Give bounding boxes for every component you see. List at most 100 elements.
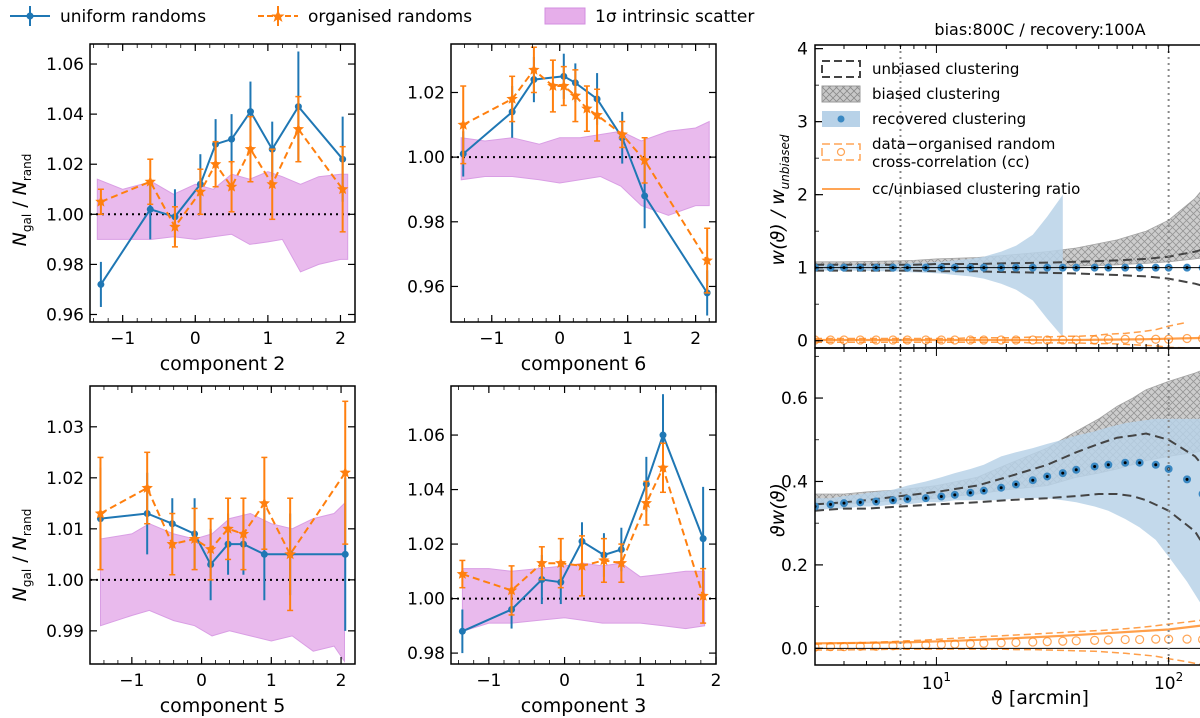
data-point <box>222 522 234 534</box>
data-point <box>640 497 652 509</box>
data-point <box>697 589 709 601</box>
y-tick-label: 0.98 <box>407 644 445 664</box>
legend-unbiased-label: unbiased clustering <box>872 60 1019 78</box>
cc-point <box>921 640 931 650</box>
cc-point <box>1058 335 1068 345</box>
y-tick-label: 1.02 <box>46 155 84 175</box>
legend-item-uniform: uniform randoms <box>10 6 206 27</box>
cc-point <box>1090 335 1100 345</box>
recovered-point-center <box>1093 464 1097 468</box>
cc-ratio-line <box>815 624 1200 645</box>
y-tick-label: 1.00 <box>46 205 84 225</box>
x-axis-label: component 3 <box>521 695 647 717</box>
cc-point <box>1151 634 1161 644</box>
x-tick-label: 2 <box>336 671 347 691</box>
cc-point <box>888 641 898 651</box>
data-point <box>659 431 667 439</box>
data-point <box>237 527 250 539</box>
series-organised <box>94 400 351 612</box>
legend-cc-label-2: cross-correlation (cc) <box>872 153 1030 171</box>
axes-frame <box>450 385 717 665</box>
cc-point <box>1103 635 1113 645</box>
data-point <box>456 568 469 579</box>
cc-point <box>1090 635 1100 645</box>
cc-point <box>1011 335 1021 345</box>
y-tick-label: 1.04 <box>407 481 445 501</box>
data-point <box>641 192 649 200</box>
y-tick-label: 2 <box>797 186 808 206</box>
x-tick-label: 1 <box>266 671 277 691</box>
recovered-point-center <box>939 494 943 498</box>
unbiased-upper <box>815 432 1200 506</box>
scatter-band <box>461 562 706 632</box>
y-tick-label: 1.04 <box>46 105 84 125</box>
series-line <box>461 432 705 633</box>
cc-point <box>815 335 820 345</box>
y-tick-label: 1 <box>797 259 808 279</box>
data-point <box>569 89 582 101</box>
x-axis-label: component 2 <box>160 353 286 375</box>
panel-theta-w: 101 102 0.0 0.2 0.4 0.6 <box>781 347 1200 694</box>
x-tick-label: 0 <box>190 329 201 349</box>
recovered-point-center <box>924 496 928 500</box>
cc-point <box>1120 634 1130 645</box>
data-point <box>581 102 593 114</box>
legend-cc: data−organised random cross-correlation … <box>821 135 1055 171</box>
cc-point <box>979 335 989 345</box>
data-point <box>701 254 713 266</box>
data-point <box>258 497 270 509</box>
x-axis-label: component 6 <box>521 353 647 375</box>
cc-point <box>902 335 913 345</box>
cc-point <box>1042 637 1052 647</box>
x-tick-label: 101 <box>922 670 951 694</box>
recovered-clustering-band <box>815 418 1200 603</box>
legend-uniform-label: uniform randoms <box>60 7 206 27</box>
data-point <box>699 535 707 543</box>
series-line <box>100 512 346 567</box>
ylabel-theta-w: ϑw(ϑ) <box>767 483 789 537</box>
data-point <box>638 154 651 166</box>
series-organised <box>95 95 349 248</box>
cc-point <box>839 335 849 345</box>
recovered-point-center <box>1014 482 1018 486</box>
series-line <box>100 104 344 285</box>
cc-point <box>902 640 913 650</box>
legend-item-organised: organised randoms <box>258 6 472 27</box>
y-tick-label: 3 <box>797 113 808 133</box>
unbiased-lower <box>815 269 1200 287</box>
data-point <box>228 135 236 143</box>
data-point <box>194 185 207 197</box>
y-tick-label: 1.00 <box>407 590 445 610</box>
x-tick-label: −1 <box>476 671 501 691</box>
recovered-point-center <box>1045 474 1049 478</box>
data-point <box>225 180 238 192</box>
data-point <box>536 557 548 568</box>
panel-component-2: −1 0 1 2 0.96 0.98 1.00 1.02 1.04 1.06 component 2 <box>46 43 356 375</box>
axes-frame <box>450 43 717 323</box>
legend-organised-label: organised randoms <box>308 7 472 27</box>
unbiased-lower <box>815 493 1200 542</box>
cc-point <box>871 335 881 345</box>
recovered-point-center <box>1138 461 1142 465</box>
scatter-band <box>96 171 349 273</box>
x-tick-label: 1 <box>622 329 633 349</box>
series-organised <box>456 442 709 624</box>
recovered-point-center <box>982 489 986 493</box>
x-tick-label: −1 <box>479 329 504 349</box>
right-panel-title: bias:800C / recovery:100A <box>934 20 1145 39</box>
cc-point <box>936 335 946 345</box>
data-point <box>615 557 628 568</box>
data-point <box>94 507 107 519</box>
data-point <box>169 220 181 232</box>
recovered-point <box>815 502 819 511</box>
y-tick-label: 0.96 <box>46 305 84 325</box>
x-axis-label: component 5 <box>160 695 286 717</box>
legend-unbiased: unbiased clustering <box>821 60 1019 78</box>
plot-area <box>815 45 1200 348</box>
recovered-point-center <box>999 486 1003 490</box>
scatter-band <box>460 120 710 216</box>
axes-frame <box>89 43 356 323</box>
data-point <box>244 143 257 154</box>
panel-component-3: −1 0 1 2 0.98 1.00 1.02 1.04 1.06 component 3 <box>407 385 721 717</box>
